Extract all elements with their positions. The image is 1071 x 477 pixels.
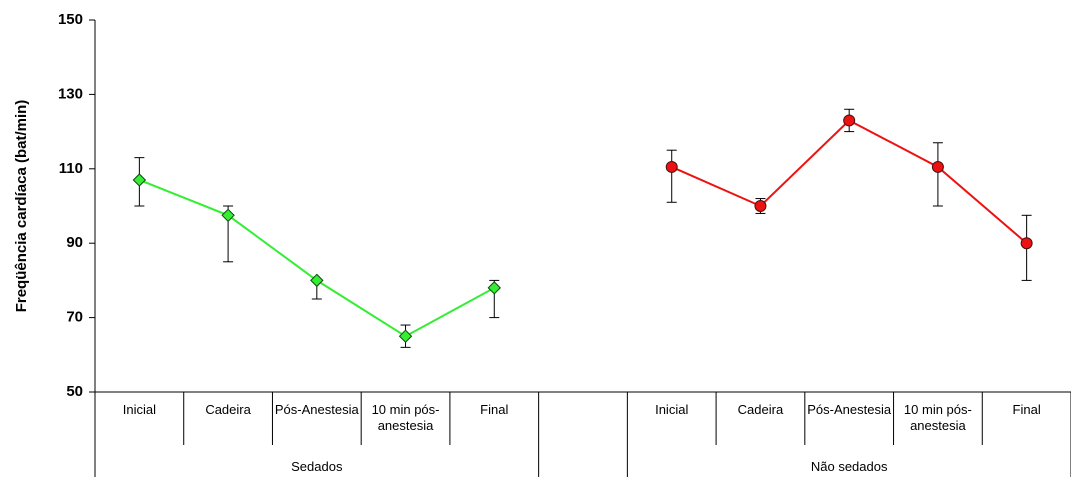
y-tick-label: 130 [58,85,83,102]
x-tick-label: Inicial [655,402,689,417]
y-tick-label: 150 [58,11,83,28]
y-axis-label: Freqüência cardíaca (bat/min) [13,100,30,313]
data-point [754,200,767,212]
y-tick-label: 90 [66,234,83,251]
data-point [132,173,147,187]
x-tick-label: Pós-Anestesia [807,402,892,417]
x-tick-label: 10 min pós-anestesia [903,402,972,433]
data-point [398,329,413,343]
x-tick-label: Final [480,402,509,417]
group-label: Sedados [291,459,343,474]
data-point [487,281,501,295]
x-tick-label: Cadeira [205,402,251,417]
data-point [221,208,235,223]
series-line [671,119,1028,244]
data-point [843,114,856,127]
y-tick-label: 70 [66,309,83,326]
x-tick-label: Pós-Anestesia [274,402,359,417]
error-bar [932,142,943,207]
series-line [138,179,495,338]
group-label: Não sedados [810,459,888,474]
y-tick-label: 110 [59,160,83,177]
data-point [1020,237,1033,250]
x-tick-label: Inicial [122,402,156,417]
y-tick-label: 50 [66,383,83,400]
data-point [665,160,678,173]
x-tick-label: 10 min pós-anestesia [371,402,440,433]
error-bar [666,149,677,203]
data-point [310,273,324,288]
x-tick-label: Cadeira [737,402,784,417]
x-tick-label: Final [1012,402,1041,417]
data-point [931,160,944,173]
